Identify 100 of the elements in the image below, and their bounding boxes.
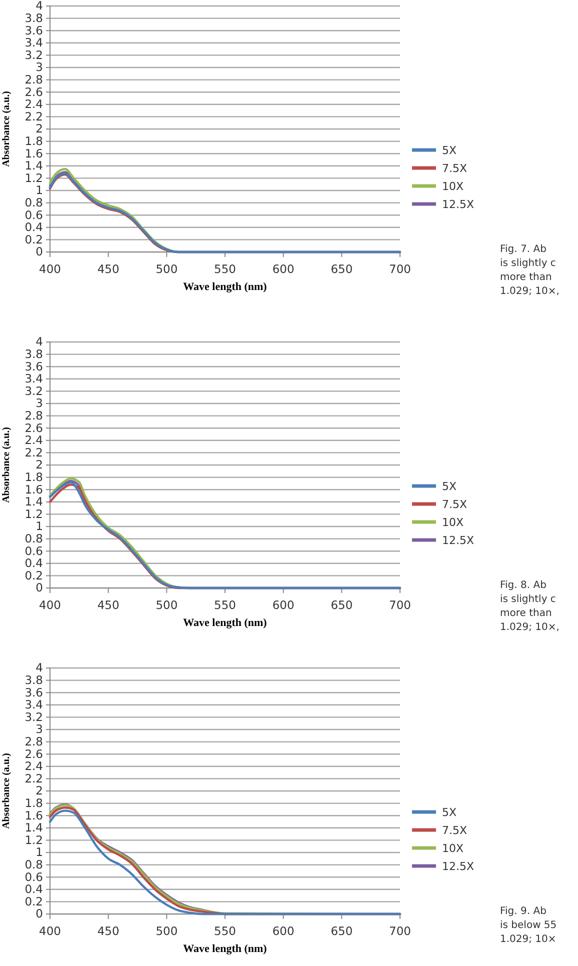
y-tick-label: 2.2: [24, 109, 43, 124]
y-tick-label: 1.6: [24, 808, 43, 822]
y-axis-title: Absorbance (a.u.): [1, 753, 12, 829]
caption: Fig. 9. Ab: [500, 906, 546, 917]
y-tick-label: 0: [36, 906, 43, 921]
y-tick-label: 1.6: [24, 482, 43, 496]
legend-label: 7.5X: [442, 824, 468, 837]
text: 1.029; 10×: [500, 934, 556, 945]
y-tick-label: 3.6: [24, 685, 43, 700]
y-tick-label: 3.2: [24, 710, 43, 724]
y-tick-label: 0.2: [24, 568, 43, 582]
y-tick-label: 1.2: [24, 832, 43, 847]
y-tick-label: 0: [36, 244, 43, 259]
y-tick-label: 3: [36, 396, 43, 410]
y-tick-label: 0.8: [24, 531, 43, 546]
y-tick-label: 1.8: [24, 796, 43, 810]
y-tick-label: 3.6: [24, 23, 43, 38]
x-tick-label: 400: [39, 598, 61, 612]
y-tick-label: 1.8: [24, 134, 43, 148]
y-tick-label: 2.6: [24, 420, 43, 435]
y-tick-label: 2.6: [24, 84, 43, 99]
y-tick-label: 4: [36, 660, 43, 675]
x-tick-label: 700: [389, 924, 411, 938]
text: 1.029; 10×,: [500, 286, 560, 297]
x-tick-label: 450: [97, 262, 120, 276]
text: more than: [500, 608, 552, 619]
y-tick-label: 1.8: [24, 470, 43, 484]
legend-label: 12.5X: [442, 534, 474, 547]
y-tick-label: 3: [36, 722, 43, 736]
x-tick-label: 600: [272, 598, 294, 612]
x-tick-label: 600: [272, 924, 294, 938]
y-tick-label: 2.2: [24, 771, 43, 786]
text: is slightly c: [500, 258, 556, 269]
legend-label: 10X: [442, 516, 464, 529]
x-tick-label: 700: [389, 598, 411, 612]
text: 1.029; 10×,: [500, 622, 560, 633]
caption: Fig. 7. Ab: [500, 244, 546, 255]
y-axis-title: Absorbance (a.u.): [1, 427, 12, 503]
y-tick-label: 3.8: [24, 10, 43, 25]
legend-label: 5X: [442, 144, 457, 157]
y-tick-label: 0.8: [24, 857, 43, 872]
text: is below 55: [500, 920, 557, 931]
y-tick-label: 3.6: [24, 359, 43, 374]
x-axis-title: Wave length (nm): [183, 617, 268, 629]
y-tick-label: 1: [36, 845, 43, 860]
legend-label: 7.5X: [442, 162, 468, 175]
x-tick-label: 400: [39, 262, 61, 276]
legend-label: 5X: [442, 480, 457, 493]
x-tick-label: 650: [330, 924, 353, 938]
caption: Fig. 8. Ab: [500, 580, 546, 591]
x-tick-label: 550: [214, 924, 236, 938]
y-axis-title: Absorbance (a.u.): [1, 91, 12, 167]
y-tick-label: 2.4: [24, 433, 43, 448]
x-tick-label: 550: [214, 262, 236, 276]
y-tick-label: 2: [36, 458, 43, 472]
legend-label: 10X: [442, 842, 464, 855]
legend-label: 7.5X: [442, 498, 468, 511]
x-tick-label: 450: [97, 924, 120, 938]
y-tick-label: 2.2: [24, 445, 43, 460]
y-tick-label: 1: [36, 519, 43, 534]
y-tick-label: 1: [36, 183, 43, 198]
y-tick-label: 2: [36, 122, 43, 136]
y-tick-label: 0.6: [24, 208, 43, 222]
legend-label: 5X: [442, 806, 457, 819]
y-tick-label: 0.4: [24, 882, 43, 896]
y-tick-label: 1.2: [24, 506, 43, 521]
x-tick-label: 500: [156, 262, 178, 276]
text: more than: [500, 272, 552, 283]
y-tick-label: 4: [36, 334, 43, 349]
x-tick-label: 600: [272, 262, 294, 276]
y-tick-label: 2.8: [24, 734, 43, 748]
y-tick-label: 0.2: [24, 894, 43, 908]
y-tick-label: 3.4: [24, 698, 43, 712]
y-tick-label: 3.2: [24, 384, 43, 398]
y-tick-label: 2.8: [24, 72, 43, 86]
text: is slightly c: [500, 594, 556, 605]
y-tick-label: 0: [36, 580, 43, 595]
x-axis-title: Wave length (nm): [183, 281, 268, 293]
y-tick-label: 1.4: [24, 820, 43, 835]
x-tick-label: 550: [214, 598, 236, 612]
y-tick-label: 2.4: [24, 759, 43, 774]
x-tick-label: 650: [330, 598, 353, 612]
y-tick-label: 2: [36, 784, 43, 798]
y-tick-label: 1.2: [24, 170, 43, 185]
x-tick-label: 700: [389, 262, 411, 276]
y-tick-label: 0.4: [24, 220, 43, 234]
y-tick-label: 3: [36, 60, 43, 74]
y-tick-label: 4: [36, 0, 43, 13]
x-tick-label: 400: [39, 924, 61, 938]
y-tick-label: 0.4: [24, 556, 43, 570]
legend-label: 12.5X: [442, 198, 474, 211]
x-tick-label: 500: [156, 924, 178, 938]
y-tick-label: 1.4: [24, 158, 43, 173]
y-tick-label: 0.8: [24, 195, 43, 210]
y-tick-label: 3.4: [24, 372, 43, 386]
legend-label: 10X: [442, 180, 464, 193]
y-tick-label: 3.8: [24, 346, 43, 361]
y-tick-label: 0.6: [24, 870, 43, 884]
y-tick-label: 2.4: [24, 97, 43, 112]
x-tick-label: 650: [330, 262, 353, 276]
